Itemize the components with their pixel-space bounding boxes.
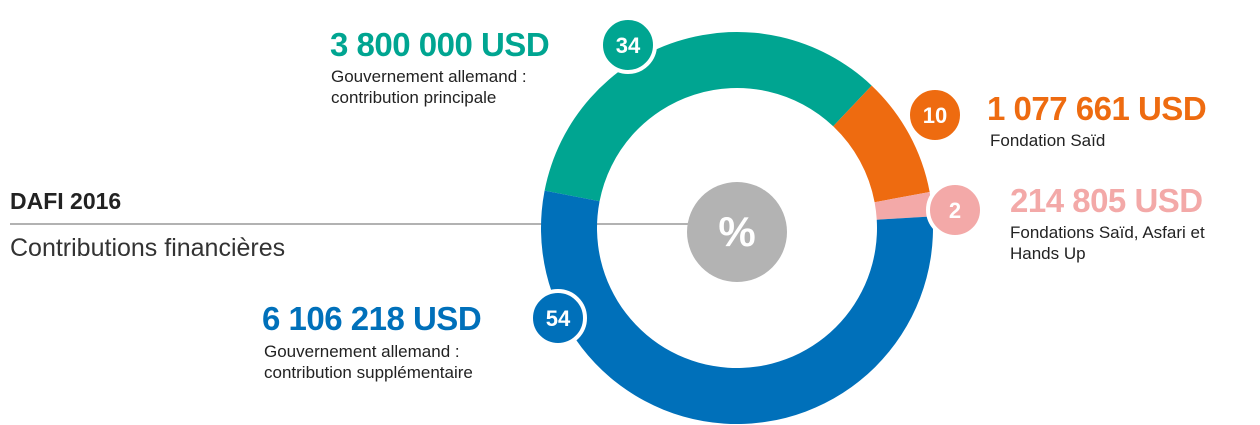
badge-value: 10	[923, 103, 947, 128]
donut-segment	[874, 191, 933, 220]
amount-label: 6 106 218 USD	[262, 300, 482, 337]
description-label: Gouvernement allemand : contribution pri…	[331, 67, 527, 107]
badge	[906, 86, 964, 144]
amount-label: 1 077 661 USD	[987, 90, 1207, 127]
badge-value: 54	[546, 306, 571, 331]
donut-segment	[833, 85, 930, 203]
chart-subtitle: Contributions financières	[10, 234, 286, 262]
amount-label: 3 800 000 USD	[330, 26, 550, 63]
description-label: Fondation Saïd	[990, 131, 1106, 150]
amount-label: 214 805 USD	[1010, 182, 1203, 219]
description-label: Gouvernement allemand : contribution sup…	[264, 342, 473, 382]
description-label: Fondations Saïd, Asfari et Hands Up	[1010, 223, 1205, 263]
donut-segment	[544, 32, 872, 202]
center-circle	[687, 182, 787, 282]
badge	[926, 181, 984, 239]
badge-value: 2	[949, 198, 961, 223]
badge-value: 34	[616, 33, 641, 58]
center-label: %	[718, 208, 755, 255]
donut-segment	[541, 190, 933, 424]
badge	[599, 16, 657, 74]
badge	[529, 289, 587, 347]
chart-title: DAFI 2016	[10, 188, 122, 214]
